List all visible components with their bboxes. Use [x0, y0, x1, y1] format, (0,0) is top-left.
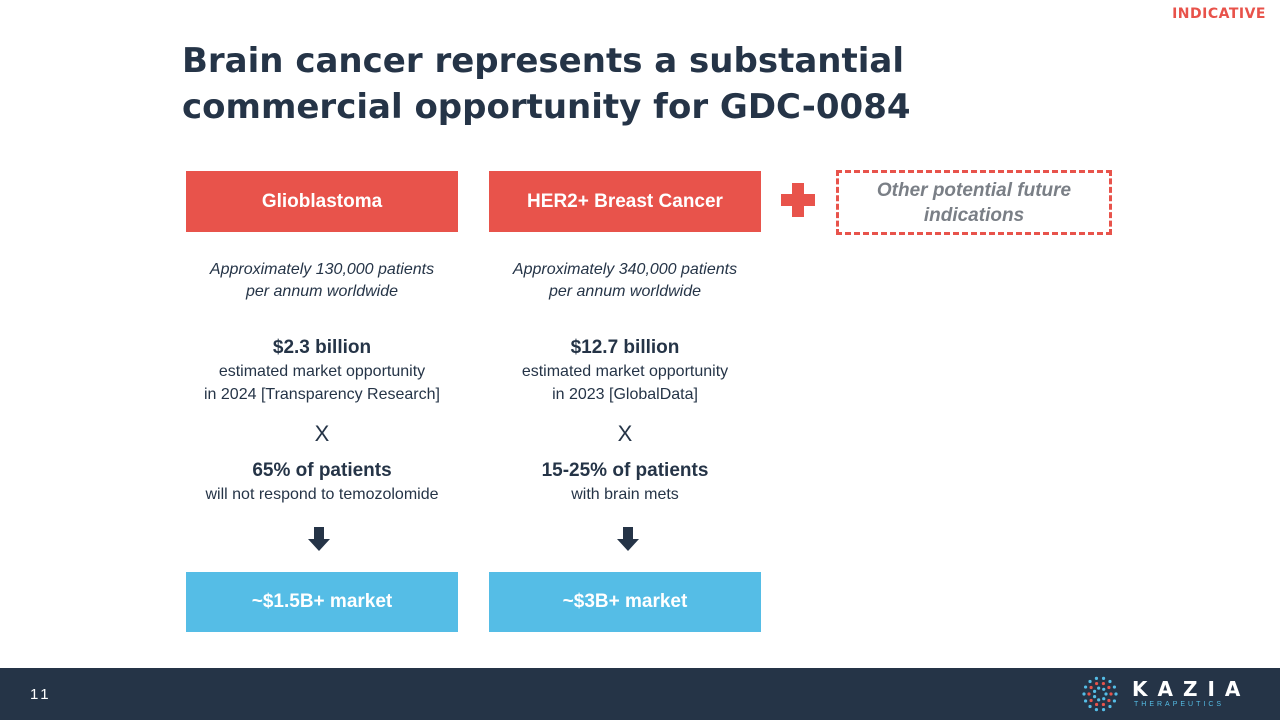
glioblastoma-result: ~$1.5B+ market — [186, 572, 458, 632]
future-line: indications — [923, 204, 1025, 226]
her2-patients: Approximately 340,000 patients per annum… — [489, 259, 761, 303]
kazia-logo: KAZIA THERAPEUTICS — [1076, 675, 1256, 715]
her2-market: $12.7 billion estimated market opportuni… — [489, 336, 761, 406]
logo-mark-icon — [1082, 676, 1118, 712]
her2-header: HER2+ Breast Cancer — [489, 171, 761, 232]
market-source: in 2023 [GlobalData] — [552, 386, 698, 403]
multiply-operator: X — [617, 421, 633, 446]
page-number: 11 — [30, 686, 52, 703]
multiply-operator: X — [314, 421, 330, 446]
market-source: in 2024 [Transparency Research] — [204, 386, 440, 403]
her2-result: ~$3B+ market — [489, 572, 761, 632]
plus-icon — [781, 183, 815, 217]
share-value: 65% of patients — [252, 460, 392, 481]
page-title: Brain cancer represents a substantial co… — [182, 41, 911, 127]
glioblastoma-header: Glioblastoma — [186, 171, 458, 232]
her2-share: 15-25% of patients with brain mets — [489, 459, 761, 506]
future-line: Other potential future — [876, 179, 1072, 201]
patients-line: per annum worldwide — [245, 283, 399, 300]
glioblastoma-market: $2.3 billion estimated market opportunit… — [186, 336, 458, 406]
market-value: $2.3 billion — [272, 337, 372, 358]
market-desc: estimated market opportunity — [521, 363, 729, 380]
share-value: 15-25% of patients — [541, 460, 709, 481]
market-desc: estimated market opportunity — [218, 363, 426, 380]
share-desc: will not respond to temozolomide — [205, 486, 439, 503]
patients-line: Approximately 130,000 patients — [209, 261, 435, 278]
future-indications-box: Other potential future indications — [836, 170, 1112, 235]
logo-tagline: THERAPEUTICS — [1134, 701, 1225, 708]
down-arrow-icon — [617, 527, 639, 551]
down-arrow-icon — [308, 527, 330, 551]
indicative-badge: INDICATIVE — [1172, 6, 1266, 22]
glioblastoma-patients: Approximately 130,000 patients per annum… — [186, 259, 458, 303]
patients-line: per annum worldwide — [548, 283, 702, 300]
patients-line: Approximately 340,000 patients — [512, 261, 738, 278]
market-value: $12.7 billion — [570, 337, 680, 358]
share-desc: with brain mets — [571, 486, 679, 503]
logo-name: KAZIA — [1132, 677, 1251, 701]
glioblastoma-share: 65% of patients will not respond to temo… — [186, 459, 458, 506]
footer-bar: 11 KAZIA THERAPEUTICS — [0, 668, 1280, 720]
